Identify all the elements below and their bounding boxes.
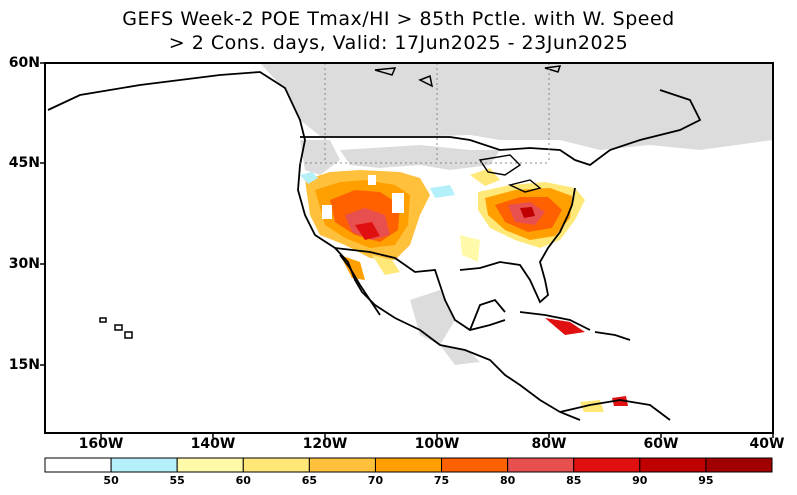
colorbar-label: 70 [367, 474, 384, 487]
lat-label-15n: 15N [8, 357, 40, 373]
lon-label-120w: 120W [302, 436, 348, 452]
colorbar-label: 85 [566, 474, 582, 487]
colorbar-swatch [110, 457, 178, 473]
map-title-line2: > 2 Cons. days, Valid: 17Jun2025 - 23Jun… [168, 32, 629, 54]
map-frame [44, 62, 774, 434]
axis-ticks [40, 62, 774, 438]
colorbar-swatch [374, 457, 443, 473]
lon-label-100w: 100W [414, 436, 460, 452]
lon-label-60w: 60W [643, 436, 679, 452]
map-title-line1: GEFS Week-2 POE Tmax/HI > 85th Pctle. wi… [122, 8, 675, 30]
colorbar-swatch [44, 457, 112, 473]
islands [99, 65, 562, 339]
lon-label-40w: 40W [749, 436, 785, 452]
lat-label-30n: 30N [8, 256, 40, 272]
lat-label-45n: 45N [8, 155, 40, 171]
lakes [478, 154, 542, 193]
colorbar-swatch [441, 457, 509, 473]
colorbar [44, 457, 773, 473]
colorbar-label: 75 [433, 474, 450, 487]
colorbar-swatch [573, 457, 641, 473]
colorbar-label: 80 [499, 474, 516, 487]
gridlines [300, 63, 550, 164]
colorbar-swatch [705, 457, 773, 473]
lon-label-160w: 160W [78, 436, 124, 452]
lon-label-140w: 140W [190, 436, 236, 452]
colorbar-label: 60 [235, 474, 251, 487]
colorbar-label: 50 [103, 474, 119, 487]
colorbar-swatch [308, 457, 376, 473]
colorbar-swatch [242, 457, 310, 473]
heat-patch-west [300, 170, 430, 280]
coastlines [47, 71, 702, 421]
lon-label-80w: 80W [531, 436, 567, 452]
colorbar-label: 90 [632, 474, 648, 487]
heat-patch-east [430, 168, 585, 262]
lat-label-60n: 60N [8, 55, 40, 71]
colorbar-label: 65 [301, 474, 318, 487]
colorbar-swatch [639, 457, 707, 473]
colorbar-label: 95 [698, 474, 714, 487]
colorbar-swatch [176, 457, 244, 473]
colorbar-swatch [507, 457, 575, 473]
colorbar-label: 55 [169, 474, 185, 487]
